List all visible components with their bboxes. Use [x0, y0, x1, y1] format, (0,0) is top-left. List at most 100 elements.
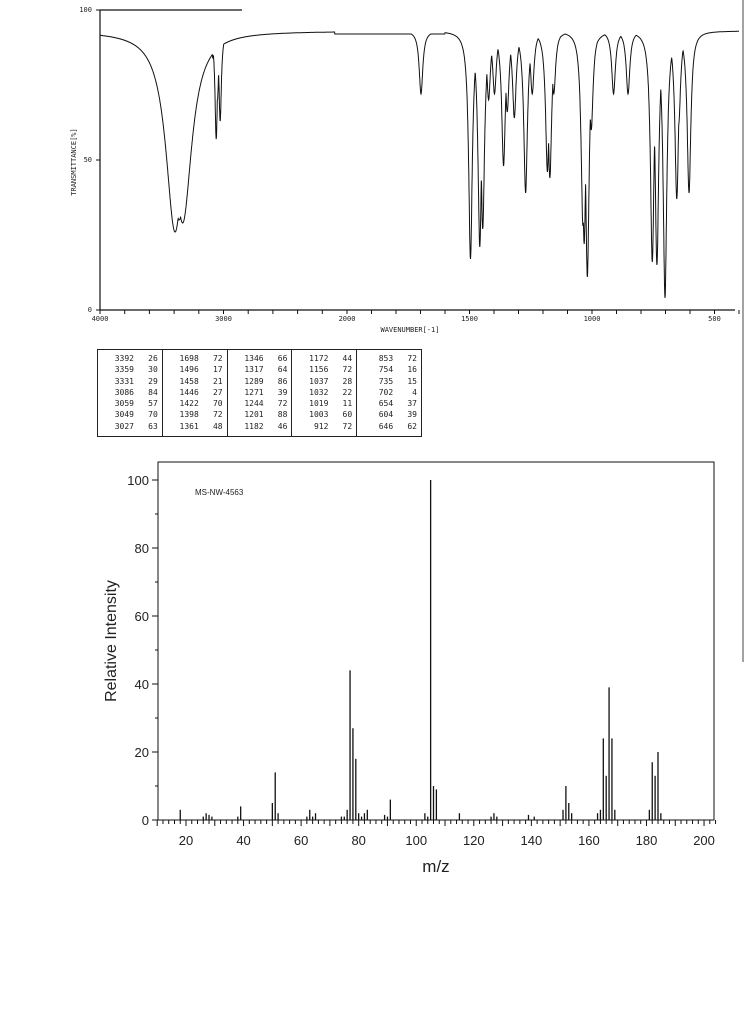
peak-wavenumber: 654 — [378, 399, 394, 409]
x-axis-label: m/z — [422, 857, 449, 876]
peak-transmittance: 21 — [212, 376, 223, 386]
peak-table-group: 1698 72 1496 17 1458 21 1446 27 1422 70 1398 72 1361… — [163, 350, 228, 436]
peak-wavenumber: 1244 — [244, 399, 264, 409]
y-tick-label: 20 — [135, 745, 149, 760]
y-axis-label: TRANSMITTANCE[%] — [70, 128, 78, 195]
x-tick-label: 120 — [463, 833, 485, 848]
peak-transmittance: 72 — [342, 421, 353, 431]
peak-table-group: 853 72 754 16 735 15 702 4 654 37 604 39 646 62 — [357, 350, 421, 436]
peak-transmittance: 17 — [212, 365, 223, 375]
peak-transmittance: 4 — [412, 387, 417, 397]
x-tick-label: 20 — [179, 833, 193, 848]
peak-table-row: 1003 60 — [298, 409, 352, 420]
ms-plot-frame — [157, 461, 715, 821]
peak-table-row: 3059 57 — [104, 398, 158, 409]
peak-table-row: 912 72 — [298, 421, 352, 432]
peak-transmittance: 39 — [407, 410, 417, 420]
peak-wavenumber: 1446 — [179, 387, 199, 397]
peak-table-row: 604 39 — [363, 409, 417, 420]
peak-transmittance: 16 — [407, 365, 417, 375]
peak-table-row: 1346 66 — [234, 353, 288, 364]
peak-transmittance: 72 — [407, 354, 417, 363]
peak-transmittance: 70 — [148, 410, 158, 420]
peak-wavenumber: 1458 — [179, 376, 199, 386]
ir-transmittance-trace — [99, 30, 739, 299]
peak-wavenumber: 3086 — [114, 387, 134, 397]
peak-transmittance: 11 — [342, 399, 353, 409]
peak-table-row: 1317 64 — [234, 364, 287, 375]
peak-table-row: 654 37 — [363, 398, 417, 409]
peak-transmittance: 57 — [148, 399, 158, 409]
peak-table-row: 735 15 — [363, 376, 417, 387]
peak-transmittance: 37 — [407, 399, 417, 409]
peak-table-group: 3392 26 3359 30 3331 29 3086 84 3059 57 3049 70 3027… — [98, 350, 163, 436]
x-tick-label: 3000 — [215, 315, 232, 323]
peak-transmittance: 66 — [277, 354, 288, 363]
peak-wavenumber: 3059 — [114, 399, 134, 409]
peak-wavenumber: 1032 — [309, 387, 329, 397]
peak-table-row: 646 62 — [363, 421, 417, 432]
peak-table-row: 1201 88 — [234, 409, 287, 420]
peak-transmittance: 62 — [407, 421, 417, 431]
peak-wavenumber: 1182 — [244, 421, 264, 431]
peak-table-row: 1172 44 — [298, 353, 352, 364]
peak-transmittance: 44 — [342, 354, 353, 363]
peak-table-row: 754 16 — [363, 364, 417, 375]
y-tick-label: 0 — [142, 813, 149, 828]
peak-transmittance: 27 — [212, 387, 223, 397]
peak-transmittance: 72 — [342, 365, 353, 375]
peak-table-row: 1037 28 — [298, 376, 352, 387]
x-tick-label: 80 — [351, 833, 365, 848]
peak-table-row: 3086 84 — [104, 387, 158, 398]
peak-table-row: 3359 30 — [104, 364, 158, 375]
peak-table-row: 1019 11 — [298, 398, 352, 409]
peak-transmittance: 63 — [148, 421, 158, 431]
ir-peak-table: 3392 26 3359 30 3331 29 3086 84 3059 57 3049 70 3027… — [97, 349, 422, 437]
x-tick-label: 500 — [708, 315, 721, 323]
peak-table-row: 1271 39 — [234, 387, 287, 398]
peak-transmittance: 48 — [212, 421, 223, 431]
peak-table-row: 1398 72 — [169, 409, 223, 420]
y-axis-label: Relative Intensity — [103, 580, 120, 702]
peak-transmittance: 29 — [148, 376, 158, 386]
peak-wavenumber: 1361 — [179, 421, 199, 431]
peak-transmittance: 22 — [342, 387, 353, 397]
x-tick-label: 140 — [521, 833, 543, 848]
peak-wavenumber: 1289 — [244, 376, 264, 386]
x-tick-label: 4000 — [92, 315, 109, 323]
peak-transmittance: 30 — [148, 365, 158, 375]
x-tick-label: 60 — [294, 833, 308, 848]
peak-wavenumber: 1698 — [179, 354, 199, 363]
peak-wavenumber: 604 — [378, 410, 394, 420]
y-tick-label: 100 — [79, 6, 92, 14]
peak-wavenumber: 3359 — [114, 365, 134, 375]
peak-wavenumber: 1172 — [309, 354, 329, 363]
x-tick-label: 1000 — [584, 315, 601, 323]
ir-spectrum-chart: 4000 3000 2000 1500 1000 500 0 50 100 WAVENUMBER[… — [70, 6, 740, 334]
peak-table-row: 1289 86 — [234, 376, 287, 387]
peak-table-row: 3049 70 — [104, 409, 158, 420]
x-tick-label: 160 — [578, 833, 600, 848]
peak-wavenumber: 1019 — [309, 399, 329, 409]
peak-wavenumber: 1271 — [244, 387, 264, 397]
peak-wavenumber: 754 — [378, 365, 394, 375]
y-tick-label: 40 — [135, 677, 149, 692]
y-tick-label: 0 — [88, 306, 92, 314]
peak-table-row: 1422 70 — [169, 398, 223, 409]
peak-table-row: 3331 29 — [104, 376, 158, 387]
peak-table-row: 1496 17 — [169, 364, 223, 375]
x-tick-label: 180 — [636, 833, 658, 848]
peak-wavenumber: 853 — [378, 354, 394, 363]
peak-transmittance: 28 — [342, 376, 353, 386]
peak-wavenumber: 646 — [378, 421, 394, 431]
peak-table-row: 853 72 — [363, 353, 417, 364]
peak-wavenumber: 1201 — [244, 410, 264, 420]
y-tick-label: 100 — [127, 473, 149, 488]
peak-transmittance: 72 — [212, 354, 223, 363]
peak-wavenumber: 735 — [378, 376, 394, 386]
peak-transmittance: 15 — [407, 376, 417, 386]
peak-wavenumber: 1037 — [309, 376, 329, 386]
peak-transmittance: 84 — [148, 387, 158, 397]
peak-table-row: 1361 48 — [169, 421, 223, 432]
